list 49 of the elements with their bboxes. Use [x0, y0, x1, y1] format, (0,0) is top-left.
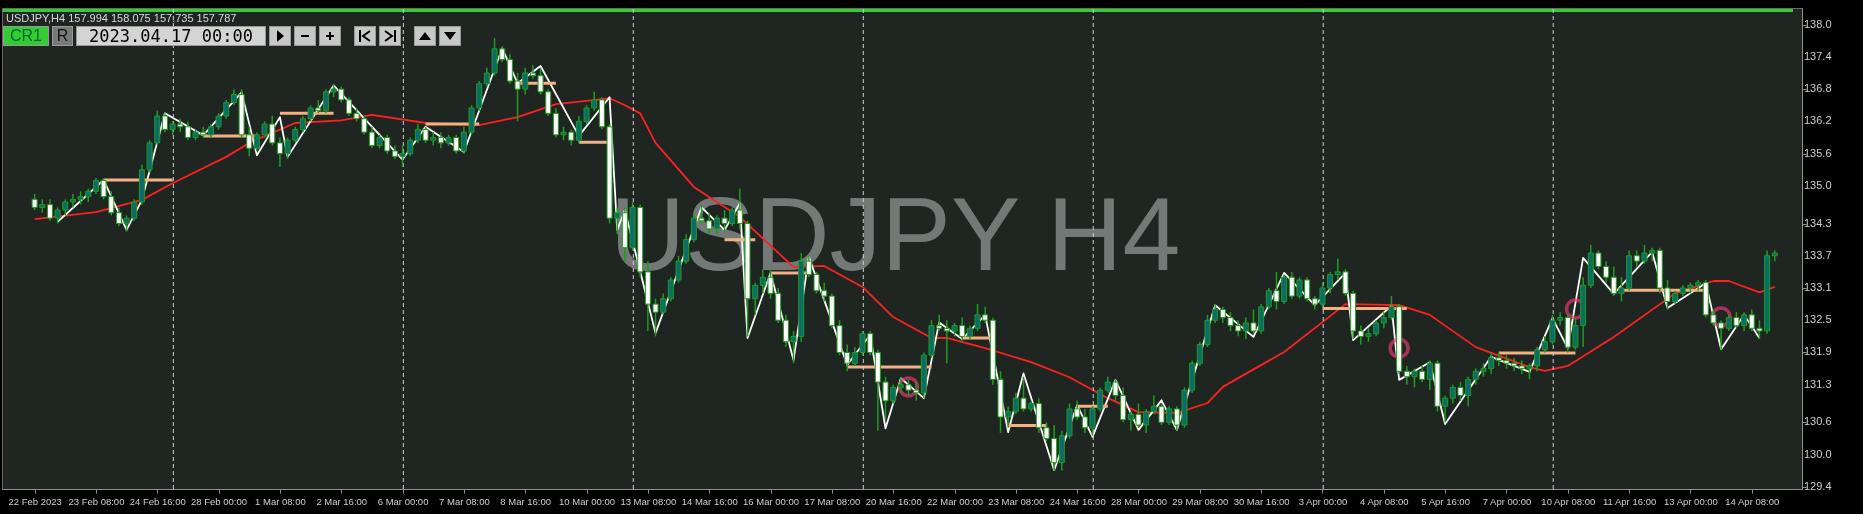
x-tick-label: 23 Feb 08:00: [68, 495, 125, 507]
x-tick-label: 10 Apr 08:00: [1541, 495, 1596, 507]
y-tick-label: 137.4: [1804, 49, 1832, 62]
annotation: R: [52, 26, 73, 46]
x-tick-label: 1 Mar 08:00: [255, 495, 306, 507]
chart-title: USDJPY,H4 157.994 158.075 157.735 157.787: [6, 12, 237, 24]
x-tick-label: 17 Mar 08:00: [804, 495, 861, 507]
x-tick-label: 4 Apr 08:00: [1360, 495, 1409, 507]
y-tick-label: 135.6: [1804, 146, 1832, 159]
y-tick-label: 135.0: [1804, 178, 1832, 191]
x-tick-label: 2 Mar 16:00: [316, 495, 368, 507]
y-tick-label: 131.3: [1804, 377, 1832, 390]
x-tick-label: 22 Mar 00:00: [927, 495, 983, 507]
x-tick-label: 7 Apr 00:00: [1482, 495, 1532, 507]
y-tick-label: 131.9: [1804, 345, 1832, 358]
y-tick-label: 134.3: [1804, 216, 1832, 229]
y-tick-label: 133.7: [1804, 248, 1832, 261]
x-tick-label: 14 Mar 16:00: [681, 495, 738, 507]
x-tick-label: 10 Mar 00:00: [559, 495, 616, 507]
x-tick-label: 8 Mar 16:00: [500, 495, 552, 507]
annotation: CR1: [3, 26, 49, 46]
annotation: 2023.04.17 00:00: [76, 26, 266, 46]
y-tick-label: 133.1: [1804, 281, 1832, 293]
x-tick-label: 16 Mar 00:00: [743, 495, 800, 507]
x-tick-label: 28 Feb 00:00: [191, 495, 248, 507]
x-tick-label: 5 Apr 16:00: [1421, 495, 1470, 507]
y-tick-label: 136.8: [1804, 82, 1832, 95]
x-tick-label: 30 Mar 16:00: [1233, 495, 1290, 507]
x-tick-label: 13 Apr 00:00: [1664, 495, 1718, 507]
x-tick-label: 11 Apr 16:00: [1603, 495, 1657, 507]
x-tick-label: 3 Apr 00:00: [1298, 495, 1348, 507]
x-tick-label: 14 Apr 08:00: [1725, 495, 1780, 507]
y-tick-label: 130.0: [1804, 447, 1832, 460]
x-tick-label: 7 Mar 08:00: [439, 495, 490, 507]
y-tick-label: 132.5: [1804, 313, 1832, 326]
x-tick-label: 24 Feb 16:00: [129, 495, 186, 507]
x-tick-label: 22 Feb 2023: [8, 495, 62, 507]
y-tick-label: 130.6: [1804, 415, 1832, 428]
y-tick-label: 129.4: [1804, 479, 1832, 492]
x-tick-label: 6 Mar 00:00: [377, 495, 429, 507]
point: [1710, 306, 1732, 328]
x-tick-label: 20 Mar 16:00: [865, 495, 922, 507]
x-tick-label: 29 Mar 08:00: [1172, 495, 1229, 507]
x-tick-label: 13 Mar 08:00: [620, 495, 677, 507]
x-tick-label: 24 Mar 16:00: [1049, 495, 1106, 507]
y-tick-label: 138.0: [1804, 17, 1832, 30]
y-tick-label: 136.2: [1804, 114, 1832, 127]
x-tick-label: 23 Mar 08:00: [988, 495, 1045, 507]
x-tick-label: 28 Mar 00:00: [1111, 495, 1167, 507]
